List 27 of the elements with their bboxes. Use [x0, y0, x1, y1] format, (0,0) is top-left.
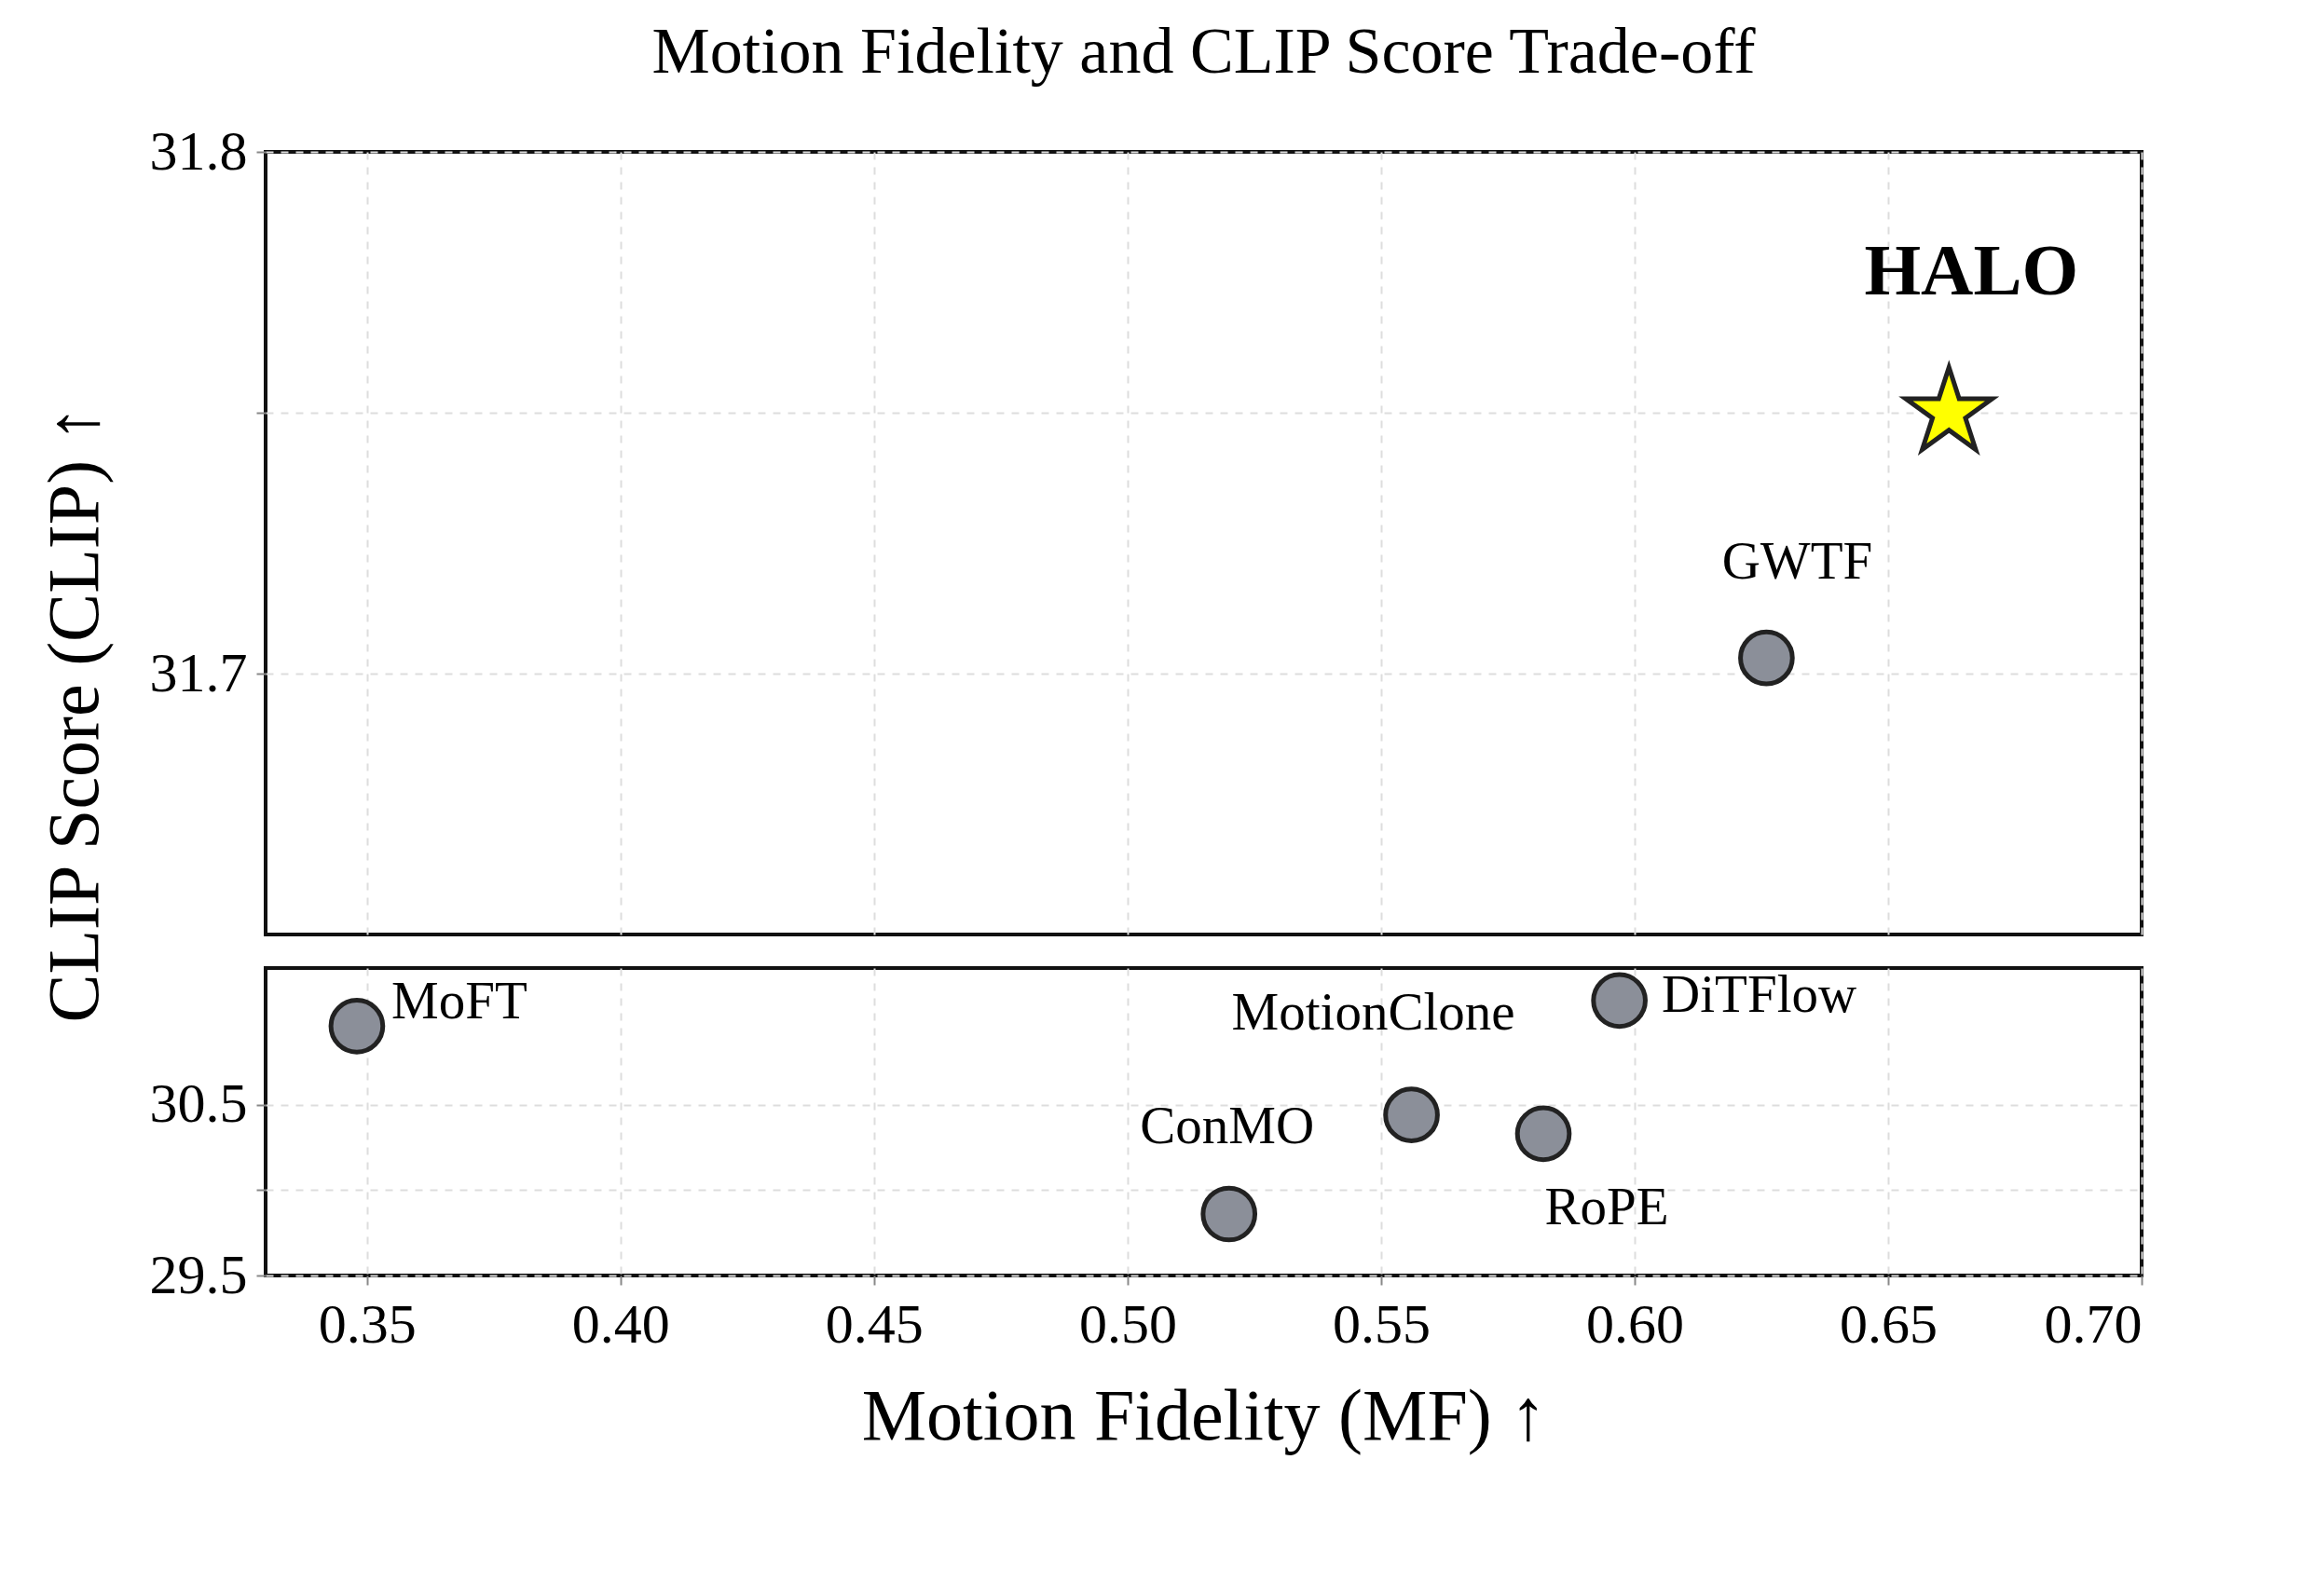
x-tick-label: 0.60	[1585, 1292, 1684, 1355]
series-label: ConMO	[1140, 1096, 1315, 1154]
series-label: MoFT	[391, 971, 527, 1030]
x-tick-label: 0.70	[2044, 1292, 2143, 1355]
x-tick-label: 0.55	[1332, 1292, 1431, 1355]
x-tick-label: 0.45	[825, 1292, 924, 1355]
point	[1200, 1185, 1258, 1243]
chart-title: Motion Fidelity and CLIP Score Trade-off	[651, 15, 1757, 87]
series-label: MotionClone	[1231, 981, 1515, 1041]
y-tick-label: 30.5	[149, 1072, 248, 1135]
series-label: DiTFlow	[1662, 963, 1857, 1023]
x-tick-label: 0.40	[571, 1292, 670, 1355]
point	[1591, 972, 1648, 1030]
y-tick-label: 31.8	[149, 119, 248, 182]
series-label: HALO	[1864, 229, 2079, 310]
series-label: GWTF	[1721, 531, 1873, 591]
y-tick-label: 31.7	[149, 641, 248, 703]
series-label: RoPE	[1544, 1176, 1669, 1235]
x-tick-label: 0.35	[318, 1292, 417, 1355]
x-tick-label: 0.65	[1839, 1292, 1938, 1355]
y-axis-title: CLIP Score (CLIP) ↑	[32, 405, 114, 1023]
y-tick-label: 29.5	[149, 1243, 248, 1305]
point	[1383, 1086, 1440, 1143]
x-axis-title: Motion Fidelity (MF) ↑	[861, 1373, 1547, 1455]
x-tick-label: 0.50	[1078, 1292, 1177, 1355]
point	[1514, 1105, 1572, 1163]
point	[328, 998, 386, 1055]
